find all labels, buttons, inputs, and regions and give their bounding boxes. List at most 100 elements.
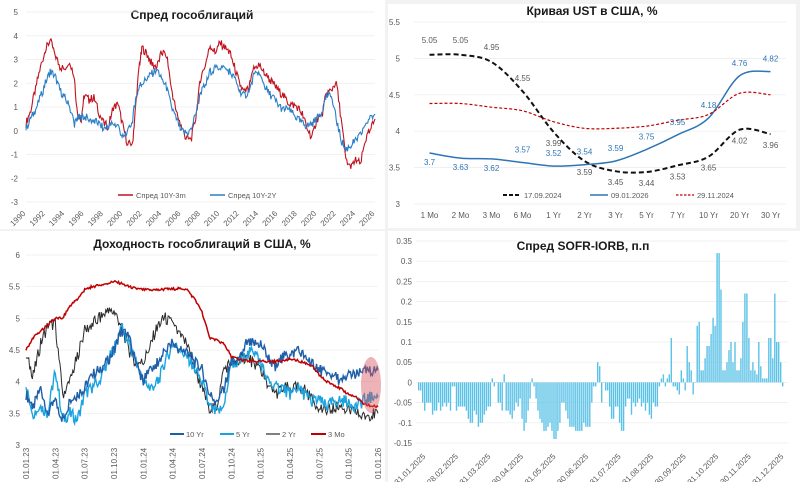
x-tick-label: 1990 [8, 209, 27, 228]
ust-curve-chart-panel: Кривая UST в США, % 5.5 5 4.5 4 3.5 3 1 Mo 2 Mo… [388, 4, 796, 228]
chart-title: Спред SOFR-IORB, п.п [517, 239, 650, 253]
us-yields-chart: Доходность гособлигаций в США, % 6 5.5 5 4.… [9, 237, 383, 479]
bar [766, 378, 768, 383]
bar [678, 382, 680, 395]
legend-label-10y-2y: Спред 10Y-2Y [228, 191, 276, 200]
bar [686, 346, 688, 383]
bar [479, 382, 482, 423]
bar [503, 374, 505, 383]
legend-label-29-11-2024: 29.11.2024 [697, 191, 734, 200]
bar [557, 382, 559, 431]
bar [654, 382, 657, 407]
y-tick-label: -0.1 [398, 419, 412, 428]
bar [535, 382, 537, 399]
y-tick-label: -0.15 [394, 439, 413, 448]
bar [738, 370, 740, 383]
legend: 17.09.2024 09.01.2026 29.11.2024 [503, 191, 734, 200]
bar [437, 382, 440, 403]
bar [573, 382, 575, 427]
x-tick-label: 28.02.2025 [425, 452, 460, 482]
x-tick-label: 2016 [261, 209, 280, 228]
bar [742, 321, 744, 383]
y-tick-label: -2 [11, 174, 19, 183]
y-tick-label: -1 [11, 151, 19, 160]
x-tick-label: 30.11.2025 [719, 452, 754, 482]
bar [716, 253, 718, 383]
bar [489, 382, 491, 407]
x-tick-label: 20 Yr [730, 211, 749, 220]
bar [599, 366, 601, 383]
x-tick-label: 2000 [105, 209, 124, 228]
bar [680, 370, 682, 383]
sofr-iorb-chart-panel: Спред SOFR-IORB, п.п 0.35 0.3 0.25 0.2 0.15 0… [388, 231, 800, 482]
data-label: 3.95 [670, 118, 686, 127]
series-line-0 [429, 53, 771, 174]
legend-label-10yr: 10 Yr [186, 430, 204, 439]
x-tick-label: 01.04.25 [286, 447, 295, 479]
bar [571, 382, 573, 427]
bar [748, 338, 750, 383]
y-tick-label: 4 [16, 378, 21, 387]
bar [457, 382, 460, 407]
y-tick-label: 3.5 [9, 409, 21, 418]
bar [710, 333, 712, 383]
bar [778, 342, 780, 383]
bar [561, 382, 563, 403]
x-tick-label: 30.04.2025 [490, 452, 525, 482]
bar [483, 382, 485, 415]
bar [587, 382, 589, 427]
x-tick-label: 01.01.23 [22, 447, 31, 479]
bar [636, 382, 639, 403]
bar [449, 382, 452, 411]
data-label: 3.57 [515, 146, 531, 155]
bar [696, 325, 698, 383]
data-label: 3.7 [424, 158, 436, 167]
y-tick-label: 2 [14, 79, 19, 88]
bar [426, 382, 428, 403]
bar [618, 382, 621, 423]
series-line-0 [25, 37, 376, 169]
bar [668, 374, 670, 383]
bar [770, 338, 772, 383]
bar [467, 382, 470, 419]
x-tick-label: 01.07.23 [81, 447, 90, 479]
bar [453, 382, 456, 387]
x-tick-label: 2004 [144, 209, 163, 228]
legend-label-3mo: 3 Mo [328, 430, 345, 439]
bar [762, 378, 764, 383]
bar [471, 382, 474, 423]
bar [477, 382, 480, 427]
bar [515, 382, 517, 403]
y-tick-label: 5 [14, 8, 19, 17]
bar [708, 346, 710, 383]
bar [455, 382, 458, 411]
bar [610, 382, 613, 419]
bar [750, 370, 752, 383]
bar [591, 382, 593, 403]
bar [632, 382, 635, 403]
data-label: 3.53 [670, 172, 686, 181]
bar [553, 382, 555, 439]
bar [459, 382, 462, 407]
bar [420, 382, 422, 391]
x-tick-label: 2026 [357, 209, 376, 228]
y-tick-label: -0.05 [394, 399, 413, 408]
y-tick-label: 0.3 [401, 257, 413, 266]
bar [674, 382, 676, 387]
y-tick-label: 0.05 [396, 358, 412, 367]
y-tick-label: 4 [396, 127, 401, 136]
bar [543, 382, 545, 431]
data-label: 3.63 [453, 163, 469, 172]
bar [567, 382, 569, 419]
bar [447, 382, 450, 403]
bar [581, 382, 583, 431]
x-tick-label: 01.01.24 [139, 447, 148, 479]
bar [533, 382, 535, 387]
x-tick-label: 2014 [241, 209, 260, 228]
data-label: 3.45 [608, 178, 624, 187]
bar [690, 370, 692, 383]
bar [517, 382, 519, 407]
y-tick-label: -3 [11, 198, 19, 207]
bar [424, 382, 426, 411]
